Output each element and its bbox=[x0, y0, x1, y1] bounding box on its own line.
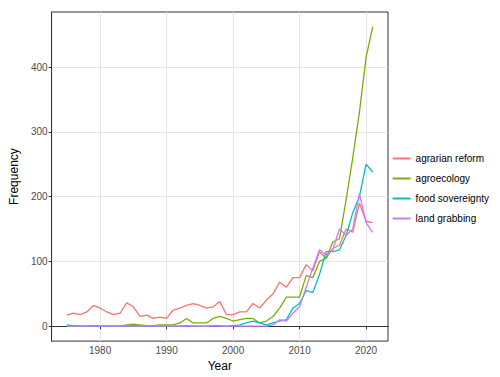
svg-text:2020: 2020 bbox=[355, 345, 378, 356]
svg-text:agroecology: agroecology bbox=[416, 173, 470, 184]
svg-text:agrarian reform: agrarian reform bbox=[416, 153, 484, 164]
svg-text:1990: 1990 bbox=[155, 345, 178, 356]
svg-text:1980: 1980 bbox=[89, 345, 112, 356]
svg-text:Frequency: Frequency bbox=[7, 148, 21, 205]
svg-text:2000: 2000 bbox=[222, 345, 245, 356]
svg-text:Year: Year bbox=[208, 359, 232, 373]
svg-text:2010: 2010 bbox=[288, 345, 311, 356]
svg-text:400: 400 bbox=[31, 62, 48, 73]
svg-text:food sovereignty: food sovereignty bbox=[416, 193, 489, 204]
svg-text:land grabbing: land grabbing bbox=[416, 213, 477, 224]
svg-text:200: 200 bbox=[31, 191, 48, 202]
svg-text:300: 300 bbox=[31, 126, 48, 137]
svg-text:100: 100 bbox=[31, 256, 48, 267]
svg-text:0: 0 bbox=[42, 321, 48, 332]
